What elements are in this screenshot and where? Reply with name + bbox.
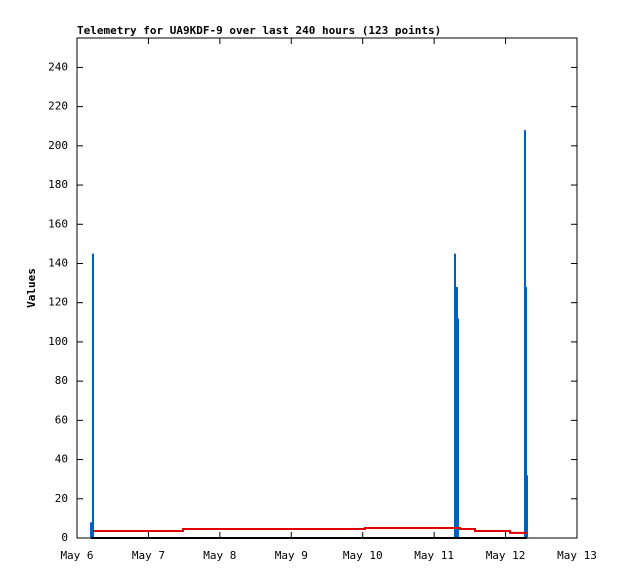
y-tick-label: 80	[55, 374, 68, 387]
x-tick-label: May 6	[60, 549, 93, 562]
y-tick-label: 100	[48, 335, 68, 348]
x-tick-label: May 11	[414, 549, 454, 562]
line	[93, 527, 527, 534]
y-tick-label: 140	[48, 256, 68, 269]
x-tick-label: May 9	[275, 549, 308, 562]
y-tick-label: 120	[48, 296, 68, 309]
y-tick-label: 160	[48, 217, 68, 230]
y-tick-label: 40	[55, 453, 68, 466]
x-tick-label: May 8	[203, 549, 236, 562]
y-tick-label: 240	[48, 60, 68, 73]
y-axis-label: Values	[25, 268, 38, 308]
y-tick-label: 180	[48, 178, 68, 191]
y-tick-label: 60	[55, 413, 68, 426]
x-tick-label: May 7	[132, 549, 165, 562]
chart-title: Telemetry for UA9KDF-9 over last 240 hou…	[77, 24, 441, 37]
y-tick-label: 200	[48, 139, 68, 152]
plot-frame	[76, 37, 578, 539]
x-tick-label: May 12	[486, 549, 526, 562]
y-tick-label: 0	[61, 531, 68, 544]
x-tick-label: May 10	[343, 549, 383, 562]
y-tick-label: 20	[55, 492, 68, 505]
y-tick-label: 220	[48, 100, 68, 113]
x-tick-label: May 13	[557, 549, 597, 562]
